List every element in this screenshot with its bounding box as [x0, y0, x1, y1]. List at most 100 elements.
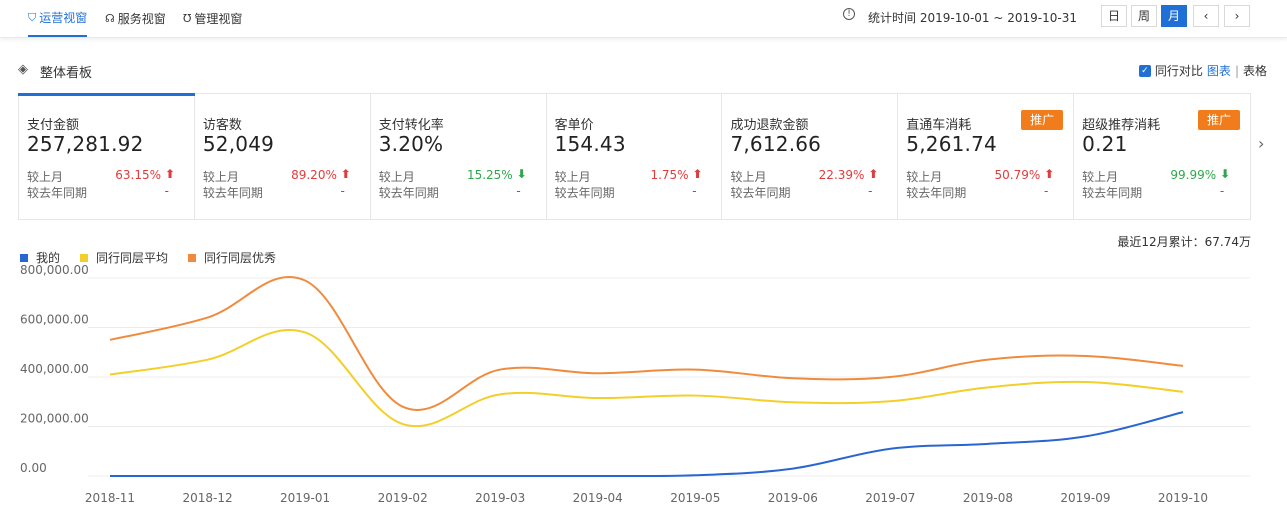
- yoy-value: -: [1043, 184, 1049, 198]
- metric-value: 3.20%: [378, 132, 444, 156]
- chevron-right-icon: ›: [1234, 9, 1240, 23]
- mom-row: 较上月 50.79% ⬆: [906, 167, 1066, 185]
- metric-card[interactable]: 直通车消耗 5,261.74 较上月 50.79% ⬆ 较去年同期 - 推广: [898, 94, 1075, 219]
- series-line-avg[interactable]: [109, 328, 1184, 427]
- series-line-best[interactable]: [109, 275, 1184, 411]
- prev-period-button[interactable]: ‹: [1193, 5, 1219, 27]
- x-tick-label: 2019-04: [573, 491, 623, 505]
- metric-card[interactable]: 成功退款金额 7,612.66 较上月 22.39% ⬆ 较去年同期 -: [722, 94, 899, 219]
- metric-label: 客单价: [554, 118, 594, 133]
- metric-value: 257,281.92: [27, 132, 144, 156]
- series-line-mine[interactable]: [110, 411, 1184, 478]
- yoy-row: 较去年同期 -: [906, 184, 1066, 201]
- y-tick-label: 600,000.00: [20, 313, 89, 327]
- metric-card[interactable]: 客单价 154.43 较上月 1.75% ⬆ 较去年同期 -: [547, 94, 723, 219]
- period-day-button[interactable]: 日: [1101, 5, 1127, 27]
- yoy-label: 较去年同期: [1082, 186, 1143, 200]
- yoy-label: 较去年同期: [378, 186, 439, 200]
- x-tick-label: 2019-05: [670, 491, 720, 505]
- mom-percent: 63.15%: [115, 168, 161, 182]
- metric-card[interactable]: 支付金额 257,281.92 较上月 63.15% ⬆ 较去年同期 -: [18, 93, 195, 219]
- mom-label: 较上月: [27, 170, 64, 184]
- mom-label: 较上月: [202, 170, 239, 184]
- info-icon[interactable]: !: [843, 8, 855, 20]
- yoy-row: 较去年同期 -: [555, 184, 715, 201]
- legend-item-best[interactable]: 同行同层优秀: [188, 249, 276, 266]
- x-tick-label: 2019-08: [963, 491, 1013, 505]
- tab-service[interactable]: ☊ 服务视窗: [105, 0, 166, 37]
- legend-label: 同行同层优秀: [204, 251, 277, 265]
- x-tick-label: 2019-10: [1158, 491, 1208, 505]
- tab-operations[interactable]: ⛉ 运营视窗: [28, 0, 88, 37]
- period-week-button[interactable]: 周: [1131, 5, 1157, 27]
- compare-checkbox[interactable]: ✓: [1138, 64, 1151, 77]
- metric-card[interactable]: 支付转化率 3.20% 较上月 15.25% ⬇ 较去年同期 -: [371, 94, 547, 219]
- y-tick-label: 400,000.00: [20, 362, 89, 376]
- metric-card[interactable]: 访客数 52,049 较上月 89.20% ⬆ 较去年同期 -: [195, 94, 371, 219]
- yoy-row: 较去年同期 -: [203, 184, 363, 201]
- chevron-right-icon[interactable]: ›: [1258, 134, 1265, 153]
- view-table-link[interactable]: 表格: [1242, 64, 1267, 78]
- metric-value: 154.43: [554, 132, 626, 156]
- y-tick-label: 800,000.00: [20, 263, 89, 277]
- mom-row: 较上月 15.25% ⬇: [378, 167, 539, 185]
- yoy-label: 较去年同期: [730, 186, 791, 200]
- view-separator: |: [1234, 63, 1239, 78]
- yoy-value: -: [868, 184, 873, 198]
- arrow-up-icon: ⬆: [868, 167, 879, 181]
- yoy-row: 较去年同期 -: [379, 184, 539, 201]
- chart-legend: 我的 同行同层平均 同行同层优秀: [20, 249, 284, 266]
- legend-label: 同行同层平均: [96, 251, 169, 265]
- promo-badge[interactable]: 推广: [1021, 110, 1064, 130]
- trend-line-chart: 0.00 200,000.00 400,000.00 600,000.00 800,00…: [20, 263, 1250, 505]
- x-tick-label: 2019-06: [768, 491, 818, 505]
- top-navigation: ⛉ 运营视窗 ☊ 服务视窗 Ʊ 管理视窗 ! 统计时间 2019-10-01 ~…: [0, 0, 1287, 38]
- arrow-up-icon: ⬆: [164, 167, 175, 181]
- mom-label: 较上月: [378, 170, 415, 184]
- board-title: 整体看板: [40, 66, 93, 81]
- tab-label: 运营视窗: [39, 10, 88, 25]
- metric-label: 直通车消耗: [906, 118, 972, 133]
- x-tick-label: 2019-03: [475, 491, 525, 505]
- period-month-button[interactable]: 月: [1161, 5, 1187, 27]
- mom-percent: 1.75%: [650, 168, 689, 182]
- legend-item-mine[interactable]: 我的: [20, 249, 60, 266]
- yoy-value: -: [1219, 184, 1225, 198]
- legend-label: 我的: [36, 251, 61, 265]
- metric-card[interactable]: 超级推荐消耗 0.21 较上月 99.99% ⬇ 较去年同期 - 推广: [1074, 94, 1250, 219]
- legend-swatch: [20, 253, 28, 262]
- mom-percent: 50.79%: [994, 168, 1041, 182]
- x-tick-label: 2018-12: [182, 491, 232, 505]
- yoy-value: -: [340, 184, 345, 198]
- metric-value: 52,049: [202, 132, 275, 156]
- compare-controls: ✓ 同行对比 图表 | 表格: [1138, 62, 1267, 79]
- arrow-down-icon: ⬇: [1220, 167, 1231, 181]
- arrow-up-icon: ⬆: [692, 167, 703, 181]
- arrow-down-icon: ⬇: [516, 167, 527, 181]
- mom-row: 较上月 22.39% ⬆: [730, 167, 890, 185]
- view-chart-link[interactable]: 图表: [1206, 64, 1231, 78]
- metric-value: 0.21: [1082, 132, 1128, 156]
- layers-icon: ◈: [18, 62, 28, 77]
- metric-value: 5,261.74: [906, 132, 997, 156]
- y-tick-label: 0.00: [20, 461, 47, 475]
- mom-percent: 99.99%: [1170, 168, 1217, 182]
- next-period-button[interactable]: ›: [1224, 5, 1250, 27]
- legend-swatch: [80, 253, 89, 262]
- yoy-value: -: [164, 184, 169, 198]
- headset-icon: ☊: [105, 11, 115, 25]
- yoy-value: -: [516, 184, 521, 198]
- metric-label: 支付金额: [27, 118, 80, 133]
- mom-percent: 22.39%: [818, 168, 865, 182]
- chevron-left-icon: ‹: [1203, 9, 1209, 23]
- x-tick-label: 2019-02: [378, 491, 428, 505]
- promo-badge[interactable]: 推广: [1198, 110, 1241, 130]
- x-tick-label: 2019-07: [865, 491, 915, 505]
- tab-management[interactable]: Ʊ 管理视窗: [183, 0, 242, 37]
- mom-row: 较上月 63.15% ⬆: [27, 167, 187, 185]
- legend-item-avg[interactable]: 同行同层平均: [80, 249, 168, 266]
- y-tick-label: 200,000.00: [20, 412, 89, 426]
- x-tick-label: 2019-09: [1060, 491, 1110, 505]
- mom-row: 较上月 89.20% ⬆: [202, 167, 363, 185]
- stat-time-range: 统计时间 2019-10-01 ~ 2019-10-31: [868, 11, 1077, 25]
